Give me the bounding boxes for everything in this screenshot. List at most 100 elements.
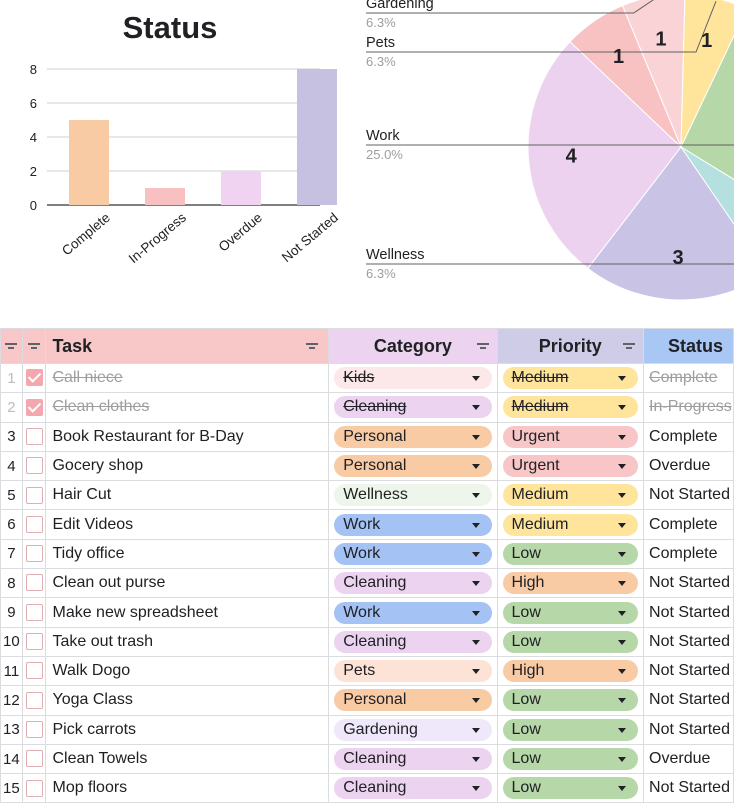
task-cell[interactable]: Take out trash	[45, 626, 330, 657]
category-chip[interactable]: Wellness	[334, 484, 492, 507]
category-cell[interactable]: Cleaning	[328, 626, 498, 657]
dropdown-arrow-icon[interactable]	[618, 727, 627, 733]
dropdown-arrow-icon[interactable]	[471, 493, 480, 499]
pie-slice-pets[interactable]	[680, 0, 734, 148]
task-cell[interactable]: Gocery shop	[45, 450, 330, 482]
dropdown-arrow-icon[interactable]	[471, 434, 480, 440]
checkbox-icon[interactable]	[25, 633, 43, 651]
status-bar-chart[interactable]: Status 0 2 4 6 8 Complete In-Progress Overdue N…	[30, 10, 341, 266]
task-cell[interactable]: Edit Videos	[45, 509, 330, 540]
dropdown-arrow-icon[interactable]	[471, 581, 480, 587]
dropdown-arrow-icon[interactable]	[618, 551, 627, 557]
checkbox-cell[interactable]	[21, 685, 47, 716]
priority-chip[interactable]: Urgent	[502, 455, 639, 478]
priority-chip[interactable]: Medium	[502, 396, 639, 419]
checkbox-cell[interactable]	[21, 626, 47, 657]
task-cell[interactable]: Yoga Class	[45, 685, 330, 716]
dropdown-arrow-icon[interactable]	[471, 669, 480, 675]
task-cell[interactable]: Book Restaurant for B-Day	[45, 421, 330, 452]
checkbox-cell[interactable]	[21, 538, 47, 570]
status-cell[interactable]: Complete	[643, 509, 734, 540]
priority-chip[interactable]: Low	[502, 630, 639, 653]
checkbox-icon[interactable]	[25, 603, 43, 621]
priority-header[interactable]: Priority	[496, 328, 645, 364]
row-number-header[interactable]	[0, 328, 23, 364]
pie-slice[interactable]	[569, 4, 682, 148]
status-cell[interactable]: Complete	[643, 421, 734, 452]
dropdown-arrow-icon[interactable]	[471, 786, 480, 792]
priority-chip[interactable]: Medium	[502, 513, 639, 536]
category-cell[interactable]: Kids	[328, 362, 498, 394]
pie-slice[interactable]	[587, 146, 734, 301]
checkbox-icon[interactable]	[25, 398, 43, 416]
category-cell[interactable]: Personal	[328, 685, 498, 716]
category-chip[interactable]: Cleaning	[334, 396, 492, 419]
checkbox-icon[interactable]	[25, 428, 43, 445]
dropdown-arrow-icon[interactable]	[618, 581, 627, 587]
category-chip[interactable]: Cleaning	[334, 748, 492, 770]
status-cell[interactable]: Not Started	[643, 714, 734, 745]
status-cell[interactable]: Not Started	[643, 773, 734, 803]
dropdown-arrow-icon[interactable]	[618, 434, 627, 440]
dropdown-arrow-icon[interactable]	[471, 727, 480, 733]
category-header[interactable]: Category	[328, 328, 498, 364]
checkbox-cell[interactable]	[21, 773, 47, 803]
priority-chip[interactable]: Urgent	[502, 425, 639, 448]
checkbox-icon[interactable]	[25, 369, 43, 387]
dropdown-arrow-icon[interactable]	[618, 610, 627, 616]
checkbox-cell[interactable]	[21, 743, 47, 775]
bar-in-progress[interactable]	[145, 188, 185, 205]
checkbox-cell[interactable]	[21, 450, 47, 482]
filter-icon[interactable]	[623, 342, 636, 351]
filter-icon[interactable]	[476, 342, 489, 351]
dropdown-arrow-icon[interactable]	[471, 610, 480, 616]
category-cell[interactable]: Cleaning	[328, 773, 498, 803]
task-cell[interactable]: Tidy office	[45, 538, 330, 570]
checkbox-icon[interactable]	[25, 779, 43, 797]
filter-icon[interactable]	[28, 342, 41, 351]
task-cell[interactable]: Pick carrots	[45, 714, 330, 745]
category-chip[interactable]: Pets	[334, 660, 492, 683]
status-cell[interactable]: Overdue	[643, 743, 734, 775]
priority-cell[interactable]: Low	[496, 626, 645, 657]
category-chip[interactable]: Personal	[334, 425, 492, 448]
dropdown-arrow-icon[interactable]	[471, 522, 480, 528]
category-chip[interactable]: Work	[334, 542, 492, 565]
category-chip[interactable]: Personal	[334, 689, 492, 712]
category-cell[interactable]: Work	[328, 509, 498, 540]
priority-chip[interactable]: High	[502, 572, 639, 595]
category-chip[interactable]: Kids	[334, 367, 492, 390]
category-cell[interactable]: Wellness	[328, 480, 498, 511]
priority-cell[interactable]: Medium	[496, 392, 645, 423]
priority-cell[interactable]: High	[496, 655, 645, 687]
bar-not-started[interactable]	[297, 69, 337, 205]
status-cell[interactable]: Complete	[643, 362, 734, 394]
filter-icon[interactable]	[5, 342, 18, 351]
category-chip[interactable]: Cleaning	[334, 630, 492, 653]
checkbox-icon[interactable]	[25, 486, 43, 504]
pie-slice-work[interactable]	[680, 9, 734, 227]
status-cell[interactable]: In-Progress	[643, 392, 734, 423]
status-cell[interactable]: Complete	[643, 538, 734, 570]
checkbox-icon[interactable]	[25, 545, 43, 563]
dropdown-arrow-icon[interactable]	[618, 464, 627, 470]
priority-chip[interactable]: High	[502, 660, 639, 683]
category-cell[interactable]: Personal	[328, 421, 498, 452]
bar-complete[interactable]	[69, 120, 109, 205]
category-cell[interactable]: Work	[328, 538, 498, 570]
bar-overdue[interactable]	[221, 171, 261, 205]
priority-cell[interactable]: Medium	[496, 509, 645, 540]
checkbox-cell[interactable]	[21, 362, 47, 394]
priority-chip[interactable]: Low	[502, 777, 639, 800]
task-cell[interactable]: Mop floors	[45, 773, 330, 803]
priority-cell[interactable]: Low	[496, 597, 645, 628]
dropdown-arrow-icon[interactable]	[471, 464, 480, 470]
priority-cell[interactable]: High	[496, 568, 645, 599]
status-cell[interactable]: Not Started	[643, 597, 734, 628]
task-cell[interactable]: Walk Dogo	[45, 655, 330, 687]
dropdown-arrow-icon[interactable]	[618, 493, 627, 499]
status-cell[interactable]: Not Started	[643, 655, 734, 687]
status-header[interactable]: Status	[643, 328, 734, 364]
checkbox-cell[interactable]	[21, 509, 47, 540]
priority-cell[interactable]: Medium	[496, 480, 645, 511]
